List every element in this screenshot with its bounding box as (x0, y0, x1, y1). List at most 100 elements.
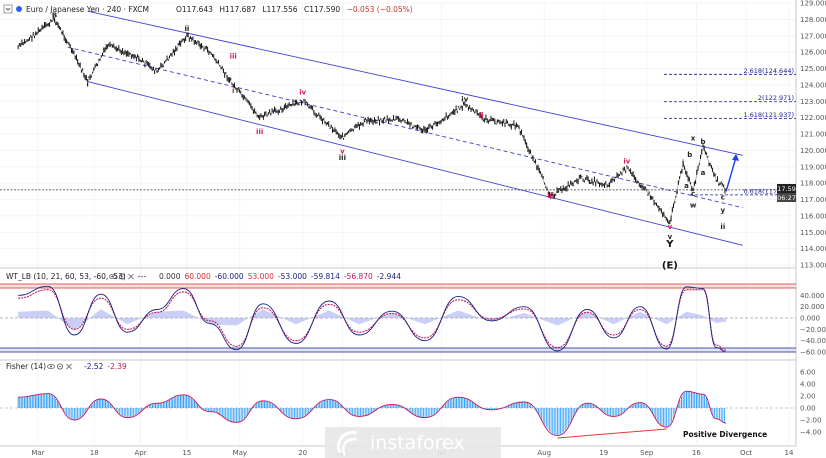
wave-label: ii (184, 25, 189, 33)
more-icon[interactable] (138, 275, 146, 278)
x-tick-label: Sep (640, 449, 654, 457)
y-tick-label: 127.000 (800, 32, 826, 40)
price-path (17, 18, 727, 224)
major-wave-label: (E) (662, 260, 678, 271)
wave-label: v (340, 148, 345, 156)
fib-level-label: 0.618(117.281) (743, 187, 794, 195)
watermark: instaforex (325, 427, 501, 458)
wt-legend: WT_LB (10, 21, 60, 53, -60, -53) 0.000 60… (6, 272, 401, 281)
wt-value: -53.000 (278, 272, 307, 281)
arrow-head-icon (732, 153, 740, 161)
wave-label: B (52, 12, 57, 20)
wave-label: y (721, 207, 726, 215)
wave-label: i (86, 81, 88, 89)
fib-level-label: 2(122.971) (758, 94, 794, 102)
y-tick-label: 128.000 (800, 16, 826, 24)
x-tick-label: 18 (90, 449, 99, 457)
projection-line (725, 156, 737, 192)
ohlc-values: O117.643 H117.687 L117.556 C117.590 −0.0… (176, 5, 413, 14)
divergence-label: Positive Divergence (683, 430, 767, 439)
watermark-logo-icon (336, 431, 358, 456)
wave-label: iv (623, 157, 630, 165)
data-source: FXCM (128, 5, 149, 14)
wt-panel (0, 283, 796, 353)
x-tick-label: 19 (599, 449, 608, 457)
fisher-value: -2.52 (84, 362, 104, 371)
wt-main-line (18, 285, 727, 353)
visibility-icon[interactable] (109, 273, 117, 280)
fisher-y-tick-label: 6.00 (800, 369, 816, 377)
wave-label: b (687, 151, 692, 159)
y-tick-label: 116.000 (800, 212, 826, 220)
wave-label: iii (256, 128, 263, 136)
fisher-y-tick-label: 0.00 (800, 405, 816, 413)
x-tick-label: Apr (134, 449, 146, 457)
y-tick-label: 118.000 (800, 180, 826, 188)
y-tick-label: 117.000 (800, 196, 826, 204)
y-tick-label: 114.000 (800, 245, 826, 253)
y-tick-label: 126.000 (800, 49, 826, 57)
channel-lower-line (87, 81, 743, 246)
close-value: C117.590 (304, 5, 340, 14)
x-tick-label: 15 (182, 449, 191, 457)
fib-level-label: 1.618(121.937) (743, 111, 794, 119)
y-tick-label: 124.000 (800, 81, 826, 89)
wt-y-tick-label: −20.000 (800, 326, 826, 334)
wt-value: -59.814 (311, 272, 340, 281)
visibility-icon[interactable] (47, 363, 55, 370)
y-tick-label: 123.000 (800, 98, 826, 106)
settings-icon[interactable] (119, 273, 126, 280)
watermark-text: instaforex (370, 432, 465, 454)
close-icon[interactable] (128, 273, 134, 280)
y-tick-label: 122.000 (800, 114, 826, 122)
oversold-zone (0, 348, 796, 352)
timeframe: 240 (107, 5, 122, 14)
wave-label: iv (461, 95, 468, 103)
separator: · (124, 5, 129, 14)
wave-label: v (668, 233, 673, 241)
y-tick-label: 113.000 (800, 262, 826, 270)
wt-value: -60.000 (215, 272, 244, 281)
fisher-y-tick-label: −2.00 (800, 417, 821, 425)
major-wave-label: Y (665, 239, 674, 250)
fisher-y-tick-label: −4.00 (800, 429, 821, 437)
fisher-legend: Fisher (14) -2.52 -2.39 (6, 362, 127, 371)
wave-label: x (691, 135, 696, 143)
fisher-panel (0, 390, 796, 439)
major-wave-labels: Y (E) (662, 239, 678, 271)
wt-y-tick-label: 40.000 (800, 292, 825, 300)
wave-label: iii (230, 53, 237, 61)
y-tick-label: 129.000 (800, 0, 826, 8)
wave-label: ii (479, 112, 484, 120)
collapse-icon[interactable] (3, 4, 13, 14)
channel-upper-line (87, 10, 743, 156)
fisher-y-tick-label: 4.00 (800, 381, 816, 389)
wave-label: w (690, 202, 697, 210)
x-tick-label: 20 (298, 449, 307, 457)
wave-label: iv (299, 89, 306, 97)
y-tick-label: 115.000 (800, 229, 826, 237)
wave-label: i (682, 159, 684, 167)
x-tick-label: May (233, 449, 247, 457)
x-tick-label: 14 (785, 449, 794, 457)
y-axis: 113.000 114.000 115.000 116.000 117.000 118.0… (800, 0, 826, 437)
symbol-title: Euro / Japanese Yen · 240 · FXCM (26, 5, 149, 14)
wt-values: 0.000 60.000 -60.000 53.000 -53.000 -59.814 -5… (159, 272, 401, 281)
separator: · (102, 5, 107, 14)
x-tick-label: Oct (740, 449, 752, 457)
wave-label: a (701, 169, 706, 177)
y-tick-label: 125.000 (800, 65, 826, 73)
fib-level-label: 2.618(124.644) (743, 67, 794, 75)
grid (0, 2, 796, 444)
price-tag-countdown: 06:27 (777, 194, 796, 202)
wt-y-tick-label: 0.000 (800, 315, 820, 323)
wt-value: 0.000 (159, 272, 181, 281)
wave-label: v (668, 223, 673, 231)
wave-label: i (232, 87, 234, 95)
wave-label: b (700, 138, 705, 146)
settings-icon[interactable] (57, 363, 64, 370)
fisher-title: Fisher (14) (6, 362, 46, 371)
close-icon[interactable] (66, 363, 72, 370)
wt-value: -2.944 (377, 272, 401, 281)
